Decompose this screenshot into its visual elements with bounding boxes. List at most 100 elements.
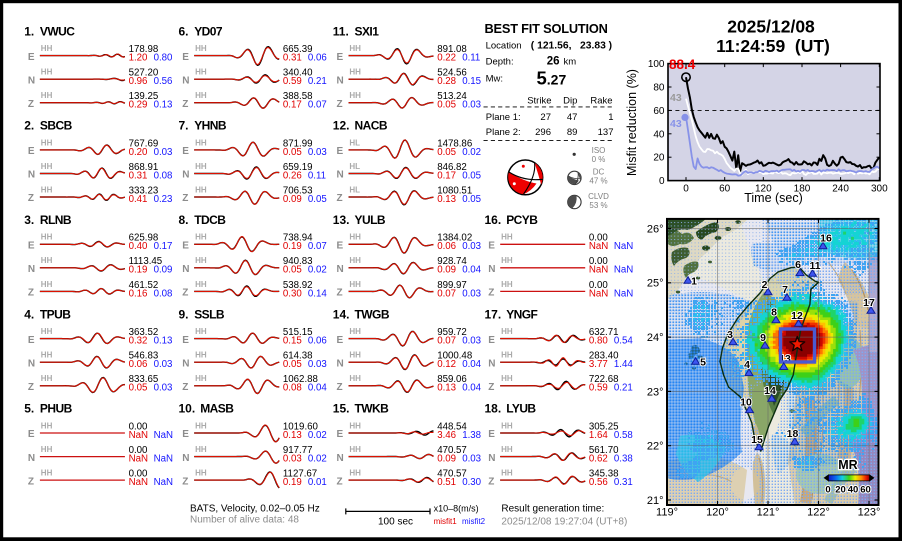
svg-text:0.41: 0.41	[129, 194, 148, 205]
svg-text:NaN: NaN	[129, 477, 148, 488]
svg-text:0.00: 0.00	[589, 256, 608, 267]
svg-text:DC: DC	[593, 168, 605, 177]
svg-text:738.94: 738.94	[283, 233, 313, 244]
svg-text:HH: HH	[349, 327, 361, 336]
svg-text:HH: HH	[501, 327, 513, 336]
svg-text:722.68: 722.68	[589, 374, 619, 385]
svg-text:HH: HH	[41, 162, 53, 171]
svg-text:Time (sec): Time (sec)	[744, 191, 803, 205]
svg-text:YHNB: YHNB	[194, 119, 227, 133]
svg-text:16: 16	[820, 233, 832, 245]
svg-text:868.91: 868.91	[129, 162, 159, 173]
svg-text:0.05: 0.05	[283, 265, 302, 276]
svg-text:NaN: NaN	[154, 453, 173, 464]
svg-text:E: E	[182, 52, 189, 63]
svg-text:0 %: 0 %	[592, 155, 606, 164]
svg-text:1.20: 1.20	[129, 53, 148, 64]
svg-text:0.21: 0.21	[308, 76, 327, 87]
svg-text:0.23: 0.23	[154, 194, 173, 205]
svg-text:60: 60	[860, 485, 871, 496]
svg-text:Location: Location	[486, 40, 522, 51]
svg-text:0.17: 0.17	[283, 100, 302, 111]
svg-text:1113.45: 1113.45	[129, 256, 163, 267]
svg-text:HH: HH	[41, 233, 53, 242]
svg-text:N: N	[337, 453, 344, 464]
svg-text:E: E	[488, 241, 495, 252]
svg-text:Z: Z	[28, 99, 34, 110]
svg-text:0.15: 0.15	[283, 336, 302, 347]
svg-text:546.83: 546.83	[129, 351, 159, 362]
svg-text:Z: Z	[28, 382, 34, 393]
svg-text:NaN: NaN	[154, 430, 173, 441]
svg-text:BATS, Velocity, 0.02–0.05 Hz: BATS, Velocity, 0.02–0.05 Hz	[190, 503, 320, 514]
svg-text:119°: 119°	[656, 506, 678, 518]
svg-text:0.58: 0.58	[614, 430, 633, 441]
svg-text:9: 9	[760, 332, 766, 344]
svg-text:RLNB: RLNB	[40, 213, 72, 227]
svg-text:4.: 4.	[24, 307, 34, 321]
svg-text:HH: HH	[41, 91, 53, 100]
svg-text:Z: Z	[182, 193, 188, 204]
svg-text:100: 100	[648, 59, 665, 70]
svg-text:N: N	[28, 75, 35, 86]
svg-text:0.21: 0.21	[614, 383, 633, 394]
svg-text:0.08: 0.08	[283, 383, 302, 394]
svg-text:0.07: 0.07	[437, 288, 456, 299]
svg-text:12.: 12.	[333, 119, 350, 133]
svg-text:959.72: 959.72	[437, 327, 467, 338]
svg-text:1.: 1.	[24, 24, 34, 38]
svg-text:YULB: YULB	[355, 213, 386, 227]
svg-text:0.62: 0.62	[589, 453, 608, 464]
svg-text:HH: HH	[349, 68, 361, 77]
svg-text:HH: HH	[41, 185, 53, 194]
svg-text:47 %: 47 %	[589, 177, 607, 186]
svg-text:NaN: NaN	[589, 288, 608, 299]
svg-text:NACB: NACB	[355, 119, 388, 133]
svg-text:Z: Z	[182, 382, 188, 393]
svg-text:0.80: 0.80	[589, 336, 608, 347]
svg-text:MR: MR	[838, 458, 857, 472]
svg-text:0.03: 0.03	[154, 359, 173, 370]
svg-text:HH: HH	[195, 162, 207, 171]
svg-text:833.65: 833.65	[129, 374, 159, 385]
svg-text:NaN: NaN	[589, 241, 608, 252]
svg-text:0.38: 0.38	[614, 453, 633, 464]
svg-text:345.38: 345.38	[589, 469, 619, 480]
svg-text:HL: HL	[349, 138, 360, 147]
svg-text:23°: 23°	[647, 386, 664, 398]
svg-text:0.13: 0.13	[283, 430, 302, 441]
svg-text:HH: HH	[195, 91, 207, 100]
svg-text:0: 0	[683, 184, 689, 195]
svg-text:899.97: 899.97	[437, 280, 467, 291]
svg-text:0.28: 0.28	[437, 76, 456, 87]
svg-text:47: 47	[567, 112, 578, 123]
svg-text:0.31: 0.31	[614, 477, 633, 488]
svg-text:11: 11	[809, 260, 820, 272]
svg-text:HH: HH	[195, 445, 207, 454]
svg-text:7.: 7.	[179, 119, 189, 133]
svg-text:CLVD: CLVD	[588, 192, 609, 201]
svg-text:706.53: 706.53	[283, 185, 313, 196]
svg-text:HH: HH	[349, 280, 361, 289]
svg-text:137: 137	[598, 127, 614, 138]
svg-text:0.08: 0.08	[154, 288, 173, 299]
svg-text:21°: 21°	[647, 495, 664, 507]
svg-text:BEST FIT SOLUTION: BEST FIT SOLUTION	[485, 21, 608, 36]
svg-text:misfit2: misfit2	[462, 517, 486, 526]
svg-text:0.05: 0.05	[437, 147, 456, 158]
svg-text:123°: 123°	[858, 506, 881, 518]
svg-text:1080.51: 1080.51	[437, 185, 472, 196]
svg-text:448.54: 448.54	[437, 421, 467, 432]
svg-text:0.31: 0.31	[283, 53, 302, 64]
svg-text:Z: Z	[28, 476, 34, 487]
svg-text:0.17: 0.17	[437, 170, 456, 181]
svg-text:0.03: 0.03	[462, 288, 481, 299]
svg-text:0.59: 0.59	[589, 383, 608, 394]
svg-text:0.00: 0.00	[129, 469, 148, 480]
svg-text:26: 26	[547, 55, 560, 67]
svg-text:2.: 2.	[24, 119, 34, 133]
svg-text:Z: Z	[337, 193, 343, 204]
svg-text:0.04: 0.04	[462, 265, 481, 276]
svg-text:0.03: 0.03	[462, 100, 481, 111]
svg-text:HH: HH	[195, 68, 207, 77]
